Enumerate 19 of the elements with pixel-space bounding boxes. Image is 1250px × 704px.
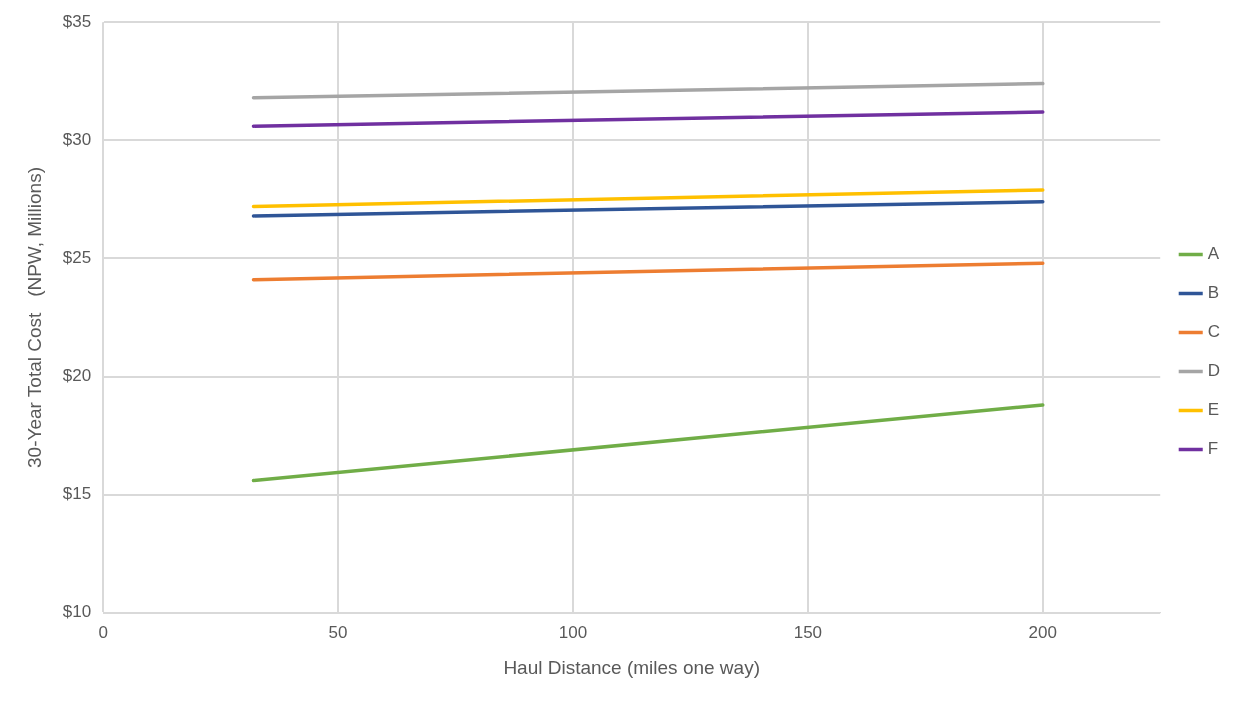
- y-tick-label: $10: [62, 602, 92, 622]
- x-tick-label: 0: [98, 622, 108, 642]
- legend-label: D: [1207, 361, 1220, 381]
- legend-label: C: [1207, 322, 1220, 342]
- legend-label: F: [1207, 439, 1219, 459]
- y-tick-label: $30: [62, 130, 92, 150]
- legend-label: A: [1207, 244, 1220, 264]
- y-tick-label: $35: [62, 11, 92, 31]
- legend-label: E: [1207, 400, 1220, 420]
- x-tick-label: 50: [328, 622, 348, 642]
- x-tick-label: 150: [793, 622, 823, 642]
- legend-label: B: [1207, 283, 1220, 303]
- y-axis-title: 30-Year Total Cost (NPW, Millions): [23, 167, 45, 468]
- y-tick-label: $15: [62, 484, 92, 504]
- x-tick-label: 200: [1028, 622, 1057, 642]
- y-tick-label: $25: [62, 248, 92, 268]
- x-axis-title: Haul Distance (miles one way): [503, 656, 760, 678]
- y-tick-label: $20: [62, 366, 92, 386]
- x-tick-label: 100: [558, 622, 588, 642]
